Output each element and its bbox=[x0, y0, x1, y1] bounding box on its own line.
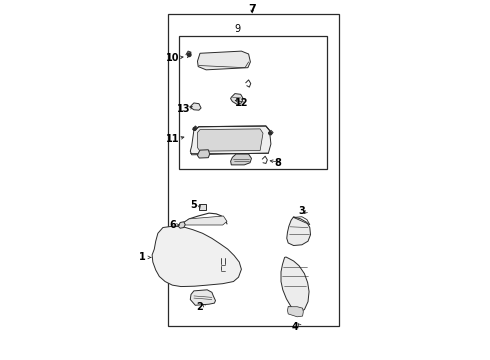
Circle shape bbox=[193, 127, 196, 130]
Polygon shape bbox=[197, 150, 210, 158]
Text: 7: 7 bbox=[248, 4, 256, 14]
Text: 13: 13 bbox=[177, 104, 191, 114]
Polygon shape bbox=[281, 257, 309, 312]
Polygon shape bbox=[231, 154, 251, 165]
Polygon shape bbox=[231, 94, 243, 104]
Text: 3: 3 bbox=[298, 206, 305, 216]
Polygon shape bbox=[190, 126, 271, 155]
Text: 5: 5 bbox=[191, 200, 197, 210]
Text: 4: 4 bbox=[292, 321, 299, 332]
Polygon shape bbox=[197, 51, 250, 70]
Text: 10: 10 bbox=[166, 53, 180, 63]
Polygon shape bbox=[178, 222, 185, 228]
Polygon shape bbox=[287, 217, 311, 246]
Text: 8: 8 bbox=[274, 158, 281, 168]
Polygon shape bbox=[197, 129, 263, 151]
Text: 11: 11 bbox=[166, 134, 180, 144]
Polygon shape bbox=[199, 204, 206, 210]
Circle shape bbox=[269, 132, 271, 135]
Polygon shape bbox=[190, 290, 216, 305]
Circle shape bbox=[187, 53, 191, 57]
Text: 9: 9 bbox=[235, 24, 241, 34]
Polygon shape bbox=[184, 216, 227, 225]
Text: 1: 1 bbox=[139, 252, 146, 262]
Text: 2: 2 bbox=[196, 302, 203, 312]
Polygon shape bbox=[288, 307, 303, 317]
Bar bbox=[168, 14, 339, 326]
Text: 12: 12 bbox=[235, 98, 248, 108]
Bar bbox=[179, 36, 327, 169]
Polygon shape bbox=[152, 226, 242, 287]
Polygon shape bbox=[190, 103, 201, 110]
Text: 6: 6 bbox=[169, 220, 175, 230]
